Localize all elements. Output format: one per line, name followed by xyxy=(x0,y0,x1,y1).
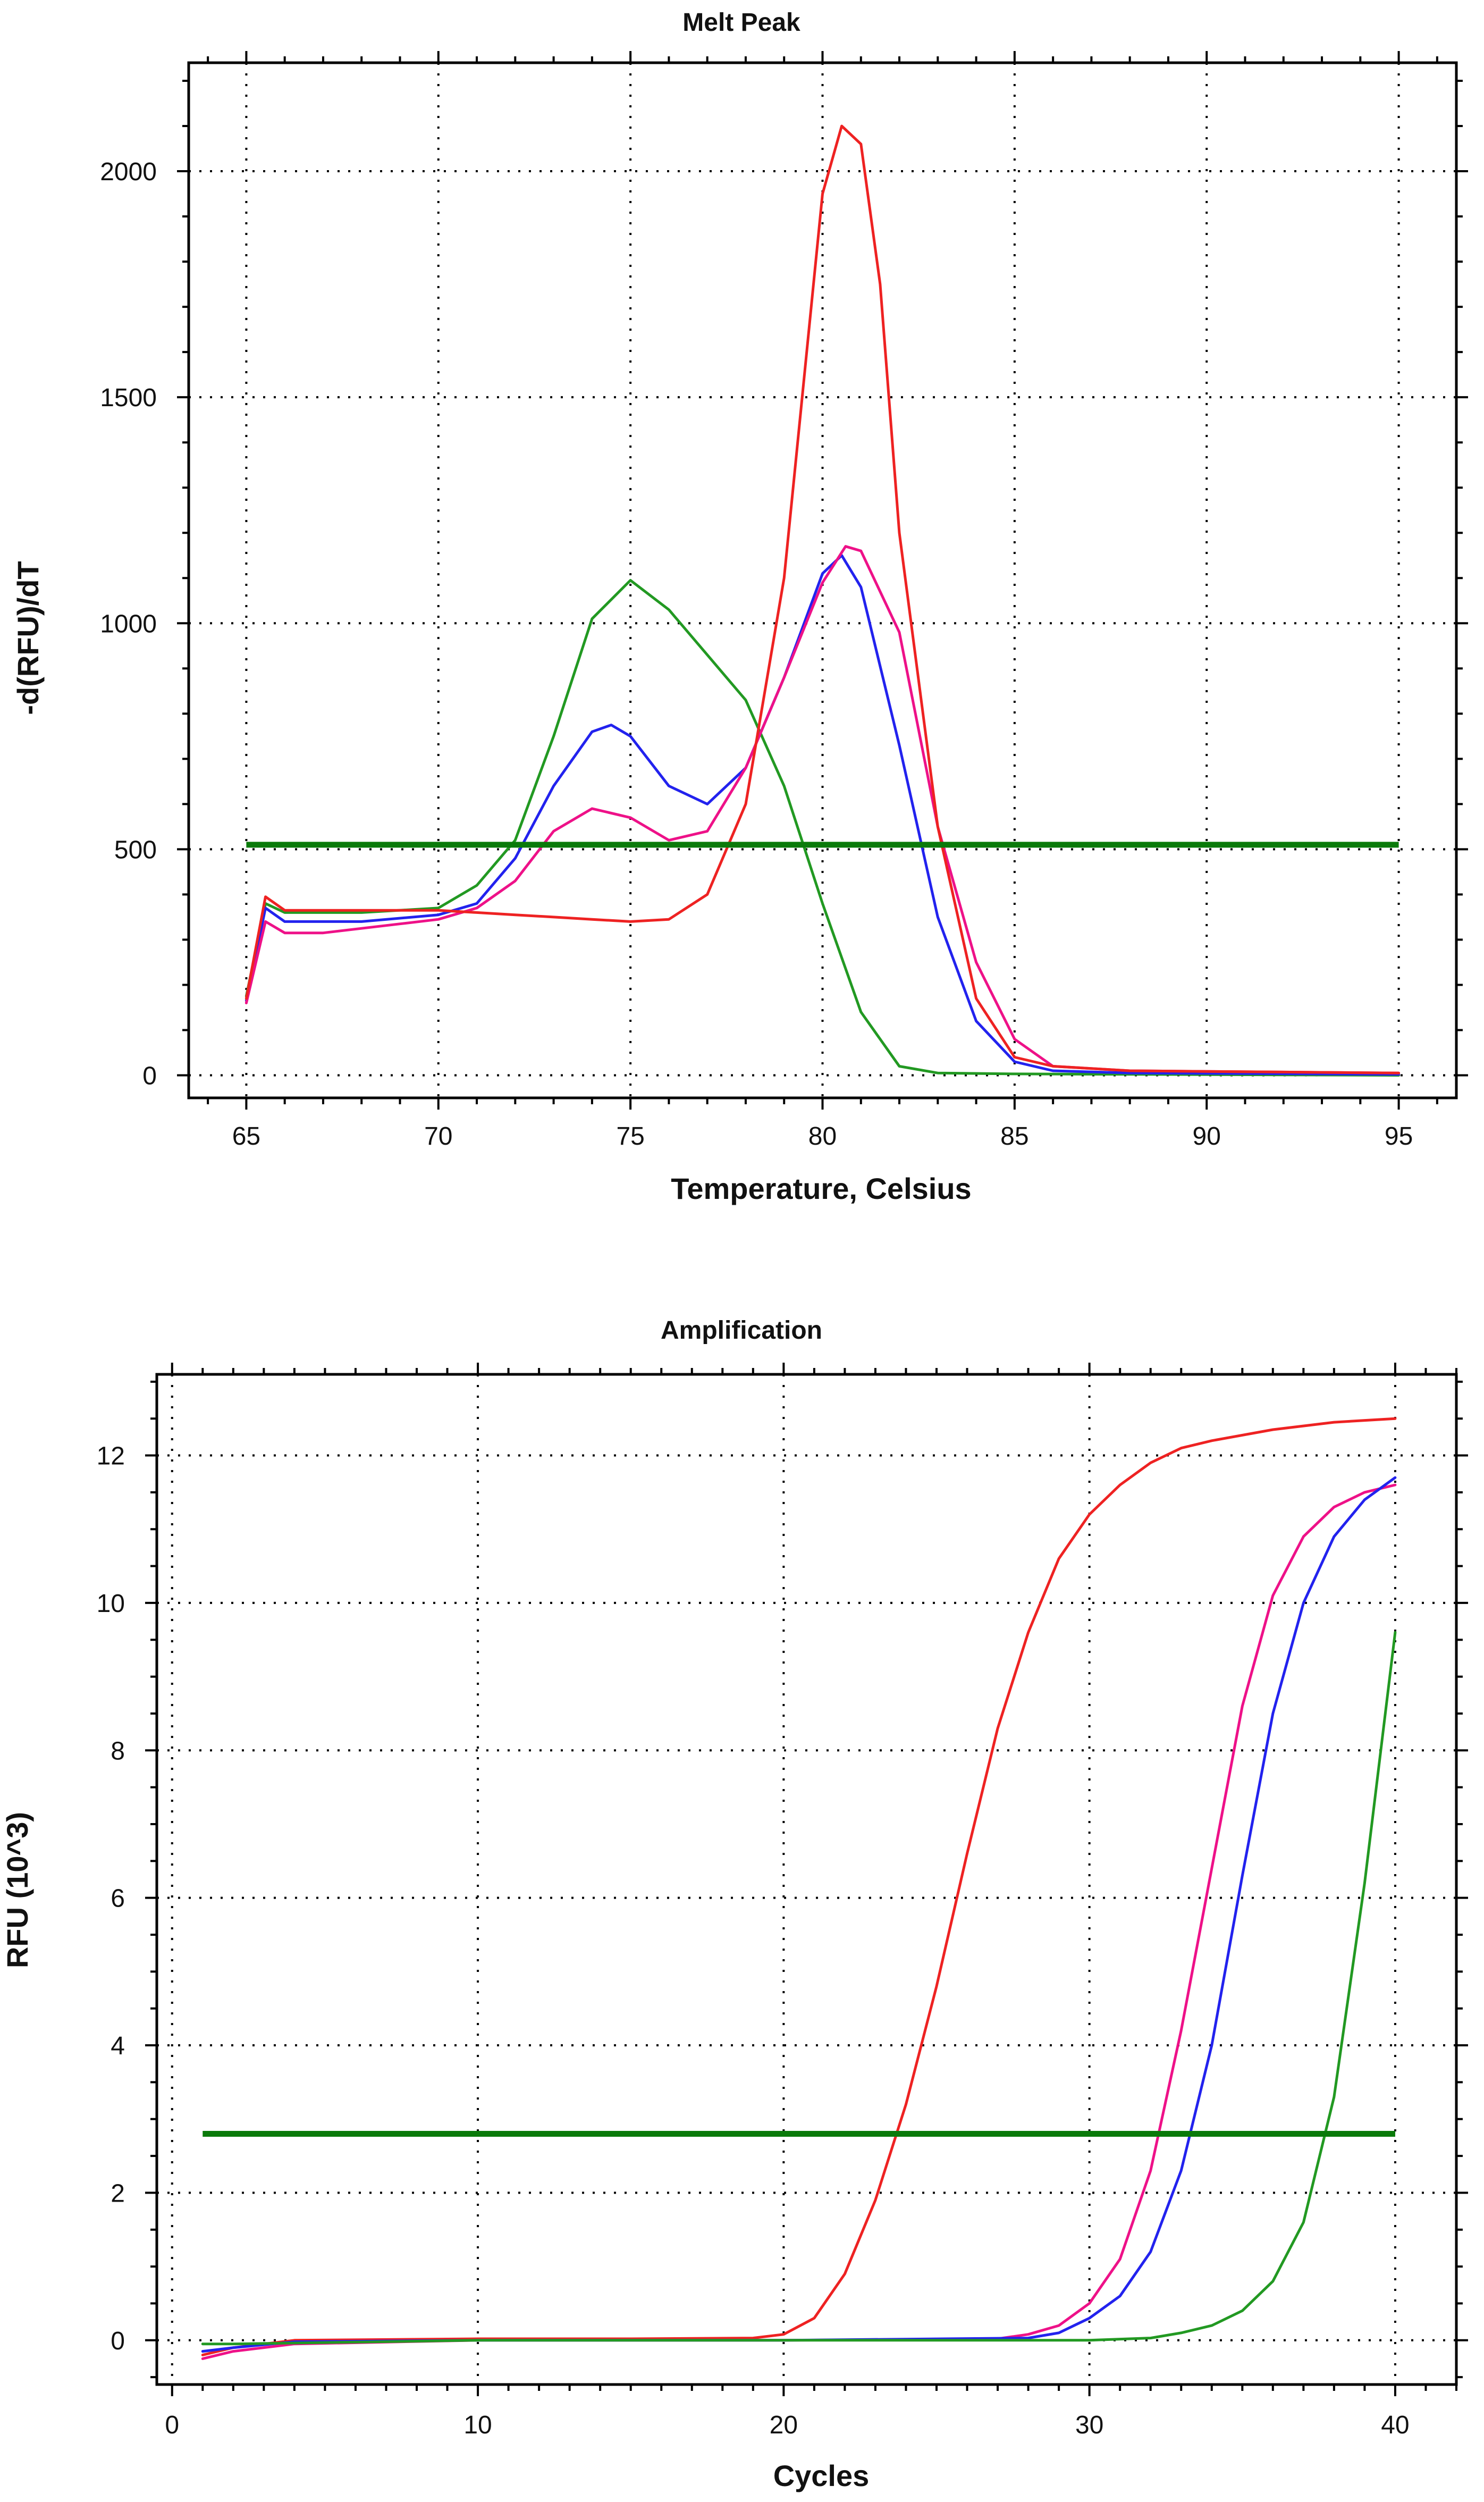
amplification-y-tick-label: 4 xyxy=(111,2032,125,2060)
melt-peak-series-pink xyxy=(244,545,1401,1074)
melt-peak-title: Melt Peak xyxy=(682,9,800,37)
amplification-chart: Amplification 0 10 20 30 40 0 2 4 6 8 10 12 Cycles… xyxy=(1,1316,1468,2492)
amplification-y-tick-label: 12 xyxy=(97,1442,125,1471)
melt-peak-grid xyxy=(189,63,1456,1098)
melt-peak-y-ticks: 0 500 1000 1500 2000 xyxy=(100,80,1468,1090)
melt-peak-x-tick-label: 65 xyxy=(232,1122,260,1151)
amplification-series-green xyxy=(201,1631,1397,2346)
amplification-series-red xyxy=(201,1417,1397,2356)
melt-peak-y-tick-label: 0 xyxy=(142,1062,157,1090)
amplification-y-tick-label: 10 xyxy=(97,1590,125,1618)
melt-peak-x-tick-label: 85 xyxy=(1000,1122,1028,1151)
amplification-y-axis-label: RFU (10^3) xyxy=(1,1812,34,1968)
amplification-plot-frame xyxy=(155,1373,1458,2386)
amplification-x-tick-label: 0 xyxy=(165,2411,179,2439)
amplification-y-tick-label: 0 xyxy=(111,2327,125,2355)
melt-peak-series-green xyxy=(244,579,1401,1077)
melt-peak-plot-frame xyxy=(187,61,1458,1099)
melt-peak-x-tick-label: 70 xyxy=(424,1122,452,1151)
melt-peak-y-tick-label: 1500 xyxy=(100,384,157,412)
melt-peak-series xyxy=(244,124,1401,1077)
melt-peak-x-tick-label: 75 xyxy=(616,1122,644,1151)
amplification-y-tick-label: 6 xyxy=(111,1885,125,1913)
melt-peak-x-tick-label: 80 xyxy=(808,1122,837,1151)
amplification-x-tick-label: 30 xyxy=(1075,2411,1103,2439)
melt-peak-y-tick-label: 1000 xyxy=(100,610,157,638)
melt-peak-chart: Melt Peak 65 70 75 80 85 90 95 0 500 1000 1500 200… xyxy=(11,9,1468,1205)
amplification-y-tick-label: 8 xyxy=(111,1737,125,1765)
amplification-y-tick-label: 2 xyxy=(111,2179,125,2207)
melt-peak-y-tick-label: 2000 xyxy=(100,158,157,186)
amplification-title: Amplification xyxy=(661,1316,822,1345)
amplification-x-axis-label: Cycles xyxy=(773,2459,870,2492)
melt-peak-x-tick-label: 90 xyxy=(1193,1122,1221,1151)
melt-peak-series-red xyxy=(244,124,1401,1074)
melt-peak-x-tick-label: 95 xyxy=(1385,1122,1413,1151)
melt-peak-series-blue xyxy=(244,554,1401,1076)
melt-peak-y-tick-label: 500 xyxy=(114,836,157,864)
amplification-x-tick-label: 10 xyxy=(463,2411,492,2439)
amplification-x-tick-label: 40 xyxy=(1381,2411,1409,2439)
melt-peak-x-axis-label: Temperature, Celsius xyxy=(671,1172,971,1205)
melt-peak-y-axis-label: -d(RFU)/dT xyxy=(11,561,45,715)
amplification-series xyxy=(201,1417,1397,2360)
amplification-x-tick-label: 20 xyxy=(770,2411,798,2439)
